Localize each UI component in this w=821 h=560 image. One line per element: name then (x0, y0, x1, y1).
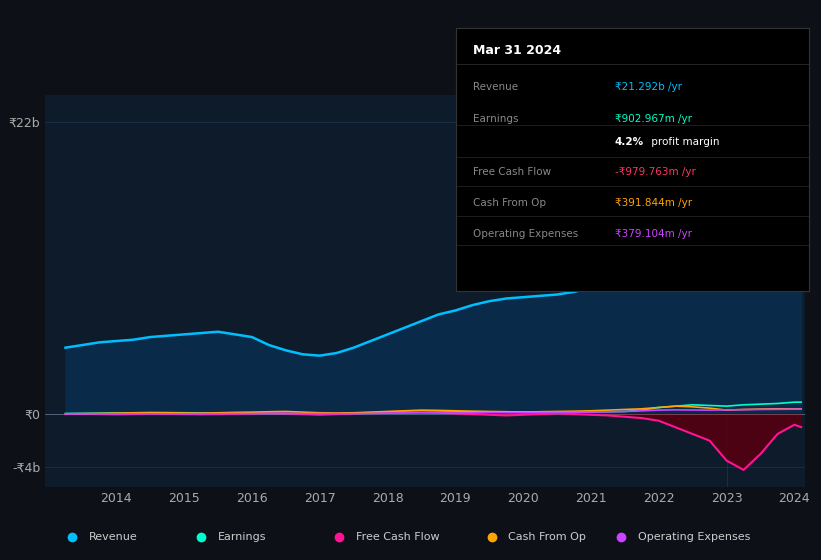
Text: Operating Expenses: Operating Expenses (474, 230, 579, 239)
Text: ₹379.104m /yr: ₹379.104m /yr (615, 230, 691, 239)
Text: 4.2%: 4.2% (615, 137, 644, 147)
Text: Cash From Op: Cash From Op (474, 198, 546, 208)
Text: Free Cash Flow: Free Cash Flow (355, 532, 439, 542)
Text: Revenue: Revenue (89, 532, 137, 542)
Text: Earnings: Earnings (218, 532, 267, 542)
Text: ₹391.844m /yr: ₹391.844m /yr (615, 198, 691, 208)
Text: ₹902.967m /yr: ₹902.967m /yr (615, 114, 691, 124)
Text: Revenue: Revenue (474, 82, 518, 92)
Text: ₹21.292b /yr: ₹21.292b /yr (615, 82, 681, 92)
Text: Mar 31 2024: Mar 31 2024 (474, 44, 562, 57)
Text: profit margin: profit margin (648, 137, 719, 147)
Text: Cash From Op: Cash From Op (508, 532, 586, 542)
Text: Earnings: Earnings (474, 114, 519, 124)
Text: -₹979.763m /yr: -₹979.763m /yr (615, 167, 695, 178)
Text: Operating Expenses: Operating Expenses (638, 532, 750, 542)
Text: Free Cash Flow: Free Cash Flow (474, 167, 552, 178)
